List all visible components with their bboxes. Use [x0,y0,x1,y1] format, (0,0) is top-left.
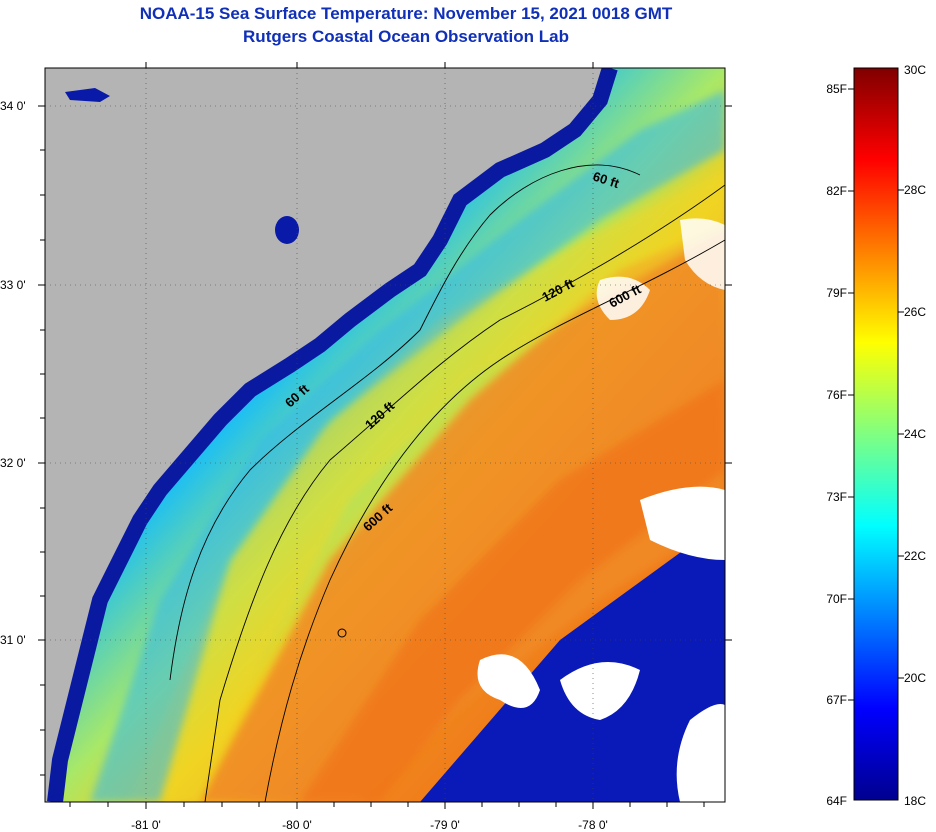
lon-label: -81 0' [131,818,161,832]
cloud-patch [477,654,540,708]
warm-gulfstream-band [200,225,725,802]
lon-label: -80 0' [282,818,312,832]
colorbar-f-label: 76F [826,388,847,402]
lat-label: 34 0' [0,99,26,113]
colorbar-f-label: 73F [826,490,847,504]
warm-core-band [300,380,725,802]
cold-offshore-water [420,520,725,802]
colorbar-c-label: 30C [904,63,926,77]
sst-image: 60 ft 120 ft 600 ft 60 ft 120 ft 600 ft [45,68,725,802]
axis-ticks [38,62,732,809]
inland-lake [275,216,299,244]
map-subtitle: Rutgers Coastal Ocean Observation Lab [243,27,569,46]
isobath-120ft [204,184,725,802]
graticule [45,68,725,802]
isobath-600ft [264,239,725,802]
coastal-dark-fringe [47,68,618,802]
shelf-band [130,170,725,802]
station-marker [337,628,347,638]
cloud-patch [640,486,725,560]
lon-label: -78 0' [578,818,608,832]
land [45,68,610,802]
map-frame [44,67,726,803]
colorbar-c-label: 26C [904,305,926,319]
colorbar-f-label: 79F [826,286,847,300]
colorbar-f-label: 82F [826,184,847,198]
colorbar-f-label: 70F [826,592,847,606]
lon-label: -79 0' [430,818,460,832]
inland-water [65,88,110,102]
colorbar [853,67,899,801]
isobath-60ft [169,164,641,681]
nearshore-cool-band [90,90,725,802]
colorbar-c-label: 20C [904,671,926,685]
colorbar-f-label: 64F [826,794,847,808]
colorbar-ticks [848,88,904,701]
cloud-patch [676,704,725,802]
cloud-patch [560,662,640,720]
colorbar-c-label: 28C [904,183,926,197]
colorbar-f-label: 85F [826,82,847,96]
lat-label: 33 0' [0,278,26,292]
colorbar-c-label: 18C [904,794,926,808]
cloud-patch [680,218,725,290]
colorbar-f-label: 67F [826,693,847,707]
colorbar-c-label: 24C [904,427,926,441]
lat-label: 31 0' [0,633,26,647]
lat-label: 32 0' [0,456,26,470]
map-title: NOAA-15 Sea Surface Temperature: Novembe… [139,4,673,23]
colorbar-c-label: 22C [904,549,926,563]
